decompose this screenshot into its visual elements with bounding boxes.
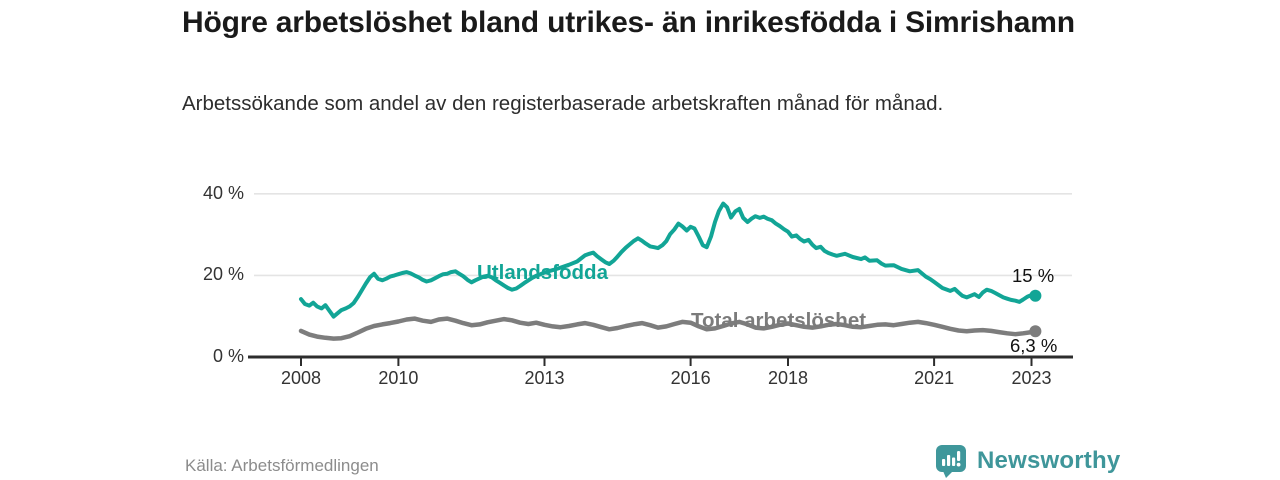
page-title: Högre arbetslöshet bland utrikes- än inr… bbox=[182, 6, 1075, 39]
series-label-utlandsfodda: Utlandsfödda bbox=[477, 261, 608, 284]
y-tick-label-0: 0 % bbox=[212, 346, 244, 366]
x-tick-label-2018: 2018 bbox=[767, 368, 809, 388]
series-line-1 bbox=[298, 316, 1038, 341]
x-tick-label-2010: 2010 bbox=[378, 368, 419, 388]
newsworthy-logo-icon bbox=[936, 445, 966, 478]
y-tick-label-40: 40 % bbox=[202, 182, 244, 203]
source-note: Källa: Arbetsförmedlingen bbox=[185, 456, 379, 475]
y-tick-label-20: 20 % bbox=[202, 264, 244, 285]
series-end-dot-0 bbox=[1029, 289, 1042, 302]
x-tick-label-2016: 2016 bbox=[670, 368, 711, 388]
series-label-total-arbetsloshet: Total arbetslöshet bbox=[691, 309, 867, 332]
newsworthy-brand: Newsworthy bbox=[934, 443, 1120, 479]
end-value-total-arbetsloshet: 6,3 % bbox=[1010, 335, 1058, 356]
page-subtitle: Arbetssökande som andel av den registerb… bbox=[182, 92, 944, 115]
x-tick-label-2021: 2021 bbox=[914, 368, 955, 388]
series-end-dot-1 bbox=[1029, 325, 1042, 338]
newsworthy-wordmark: Newsworthy bbox=[977, 447, 1121, 474]
end-value-utlandsfodda: 15 % bbox=[1012, 265, 1055, 286]
x-tick-label-2008: 2008 bbox=[280, 368, 322, 388]
series-line-0 bbox=[299, 201, 1038, 319]
x-tick-label-2023: 2023 bbox=[1011, 368, 1052, 388]
x-tick-label-2013: 2013 bbox=[524, 368, 565, 388]
